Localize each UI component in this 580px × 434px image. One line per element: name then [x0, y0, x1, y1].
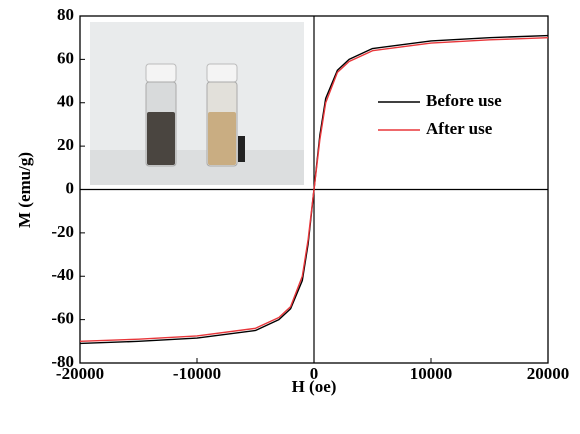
vial-cap [146, 64, 176, 82]
y-tick-label: -60 [51, 309, 74, 328]
photo-table [90, 150, 304, 185]
x-tick-label: -10000 [173, 364, 221, 383]
x-tick-label: 20000 [527, 364, 570, 383]
legend-label: Before use [426, 91, 502, 110]
y-axis-label: M (emu/g) [15, 152, 34, 228]
y-tick-label: -20 [51, 222, 74, 241]
x-tick-label: 0 [310, 364, 319, 383]
y-tick-label: 0 [66, 178, 75, 197]
y-tick-label: 20 [57, 135, 74, 154]
y-tick-label: 40 [57, 92, 74, 111]
y-tick-label: 60 [57, 48, 74, 67]
y-tick-label: 80 [57, 5, 74, 24]
chart: H (oe) M (emu/g) -80-60-40-20020406080-2… [0, 0, 580, 434]
x-tick-label: 10000 [410, 364, 453, 383]
vial-liquid [147, 112, 175, 165]
inset-photo [90, 22, 304, 185]
x-tick-label: -20000 [56, 364, 104, 383]
y-tick-label: -40 [51, 265, 74, 284]
legend-label: After use [426, 119, 493, 138]
magnet [238, 136, 245, 162]
vial-liquid [208, 112, 236, 165]
vial-cap [207, 64, 237, 82]
